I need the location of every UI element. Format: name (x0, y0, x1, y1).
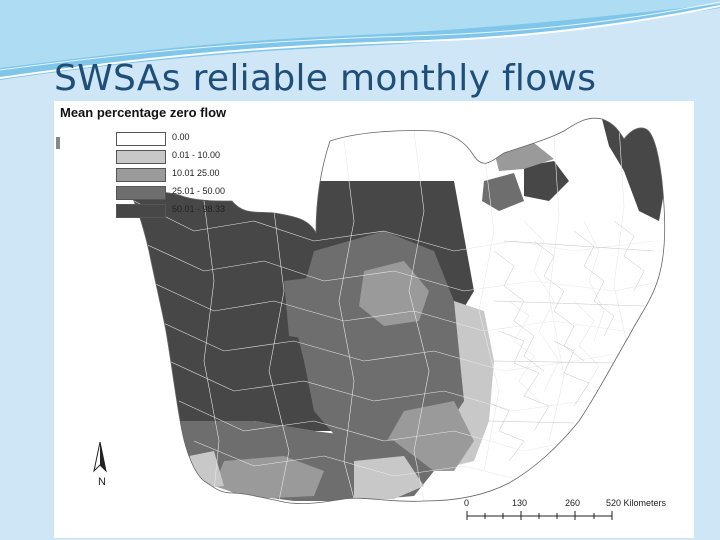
legend-swatch (116, 150, 166, 164)
scale-label-520: 520 Kilometers (606, 498, 667, 508)
legend-swatch (116, 132, 166, 146)
scale-label-0: 0 (464, 498, 470, 508)
country-outline (131, 117, 666, 504)
legend-label: 0.01 - 10.00 (172, 150, 221, 160)
scale-label-260: 260 (565, 498, 581, 508)
legend-label: 50.01 - 98.33 (172, 204, 226, 214)
legend-swatch (116, 186, 166, 200)
slide-title: SWSAs reliable monthly flows (54, 58, 597, 99)
zero-flow-regions (132, 118, 665, 504)
south-africa-map (93, 117, 666, 520)
legend-label: 10.01 25.00 (172, 168, 220, 178)
region-borders (133, 125, 665, 502)
scale-bar (466, 511, 613, 520)
north-label: N (98, 476, 106, 488)
legend-title: Mean percentage zero flow (60, 105, 227, 120)
legend-swatch (116, 168, 166, 182)
white-region-borders (483, 220, 655, 462)
map-frame: Mean percentage zero flow 0.00 0.01 - 10… (54, 101, 694, 538)
north-arrow-icon (93, 441, 107, 473)
legend-label: 25.01 - 50.00 (172, 186, 226, 196)
legend-label: 0.00 (172, 132, 190, 142)
scale-label-130: 130 (512, 498, 528, 508)
legend-marker (56, 137, 60, 149)
legend-swatch (116, 204, 166, 218)
